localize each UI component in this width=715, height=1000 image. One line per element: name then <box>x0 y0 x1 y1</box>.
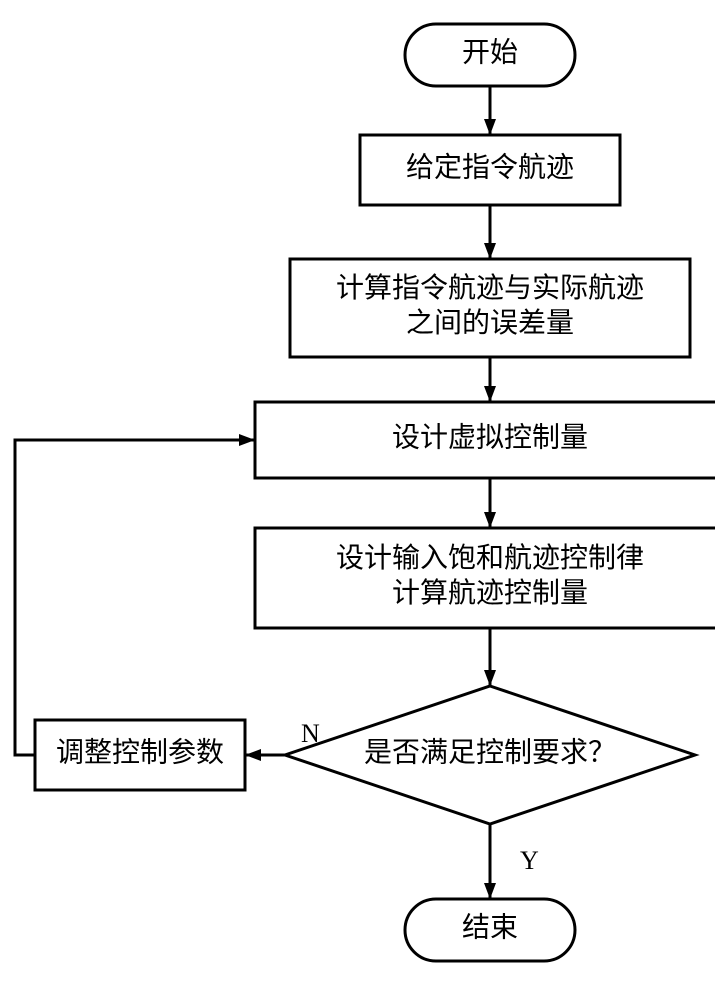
label-end: 结束 <box>462 911 518 943</box>
label-adjust-line: 调整控制参数 <box>56 736 224 768</box>
label-step2-line: 之间的误差量 <box>406 307 574 339</box>
label-start-line: 开始 <box>462 36 518 68</box>
edge-label: Y <box>520 846 539 875</box>
label-step4-line: 计算航迹控制量 <box>392 577 588 609</box>
label-step3: 设计虚拟控制量 <box>392 421 588 453</box>
label-step1-line: 给定指令航迹 <box>406 151 574 183</box>
label-decision: 是否满足控制要求？ <box>364 736 616 768</box>
label-decision-line: 是否满足控制要求？ <box>364 736 616 768</box>
label-step1: 给定指令航迹 <box>406 151 574 183</box>
label-step2-line: 计算指令航迹与实际航迹 <box>336 272 644 304</box>
label-start: 开始 <box>462 36 518 68</box>
label-adjust: 调整控制参数 <box>56 736 224 768</box>
label-step3-line: 设计虚拟控制量 <box>392 421 588 453</box>
label-step4-line: 设计输入饱和航迹控制律 <box>336 542 644 574</box>
label-end-line: 结束 <box>462 911 518 943</box>
